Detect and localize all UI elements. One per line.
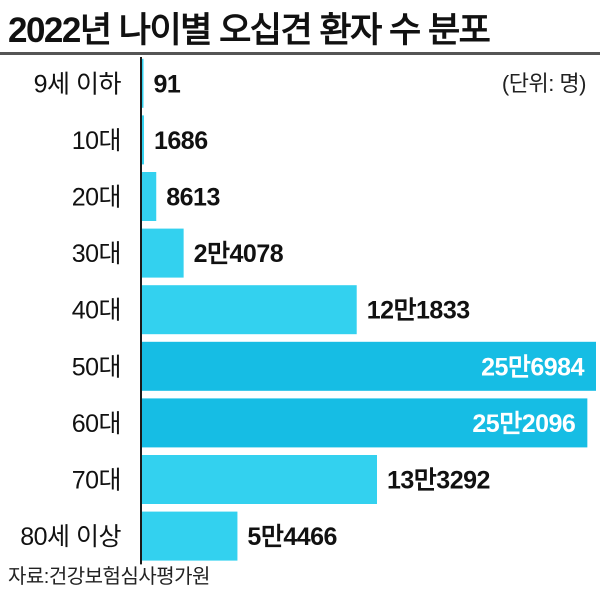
data-label: 8613 — [166, 184, 220, 212]
bar — [141, 455, 377, 504]
bar — [141, 511, 238, 561]
data-label: 1686 — [154, 127, 208, 155]
bar — [141, 285, 357, 335]
category-label: 50대 — [72, 353, 121, 381]
category-label: 20대 — [72, 184, 121, 212]
bar — [141, 58, 144, 108]
bar — [141, 341, 596, 391]
category-label: 9세 이하 — [34, 70, 122, 98]
category-label: 70대 — [72, 467, 121, 495]
title-divider — [0, 52, 600, 55]
category-label: 30대 — [72, 240, 121, 268]
bar — [141, 115, 144, 165]
category-label: 10대 — [72, 127, 121, 155]
data-label: 25만6984 — [481, 353, 585, 381]
chart-title: 2022년 나이별 오십견 환자 수 분포 — [8, 11, 491, 50]
category-label: 40대 — [72, 297, 121, 325]
data-label: 12만1833 — [367, 297, 470, 325]
data-label: 5만4466 — [247, 523, 337, 551]
bar — [141, 172, 157, 221]
data-label: 13만3292 — [387, 467, 490, 495]
bar — [141, 398, 588, 448]
data-label: 2만4078 — [194, 240, 284, 268]
unit-label: (단위: 명) — [501, 71, 587, 96]
bar — [141, 228, 184, 278]
data-label: 91 — [154, 70, 181, 98]
data-label: 25만2096 — [472, 410, 575, 438]
category-label: 60대 — [72, 410, 121, 438]
source-note: 자료:건강보험심사평가원 — [8, 566, 210, 588]
category-label: 80세 이상 — [20, 523, 121, 551]
